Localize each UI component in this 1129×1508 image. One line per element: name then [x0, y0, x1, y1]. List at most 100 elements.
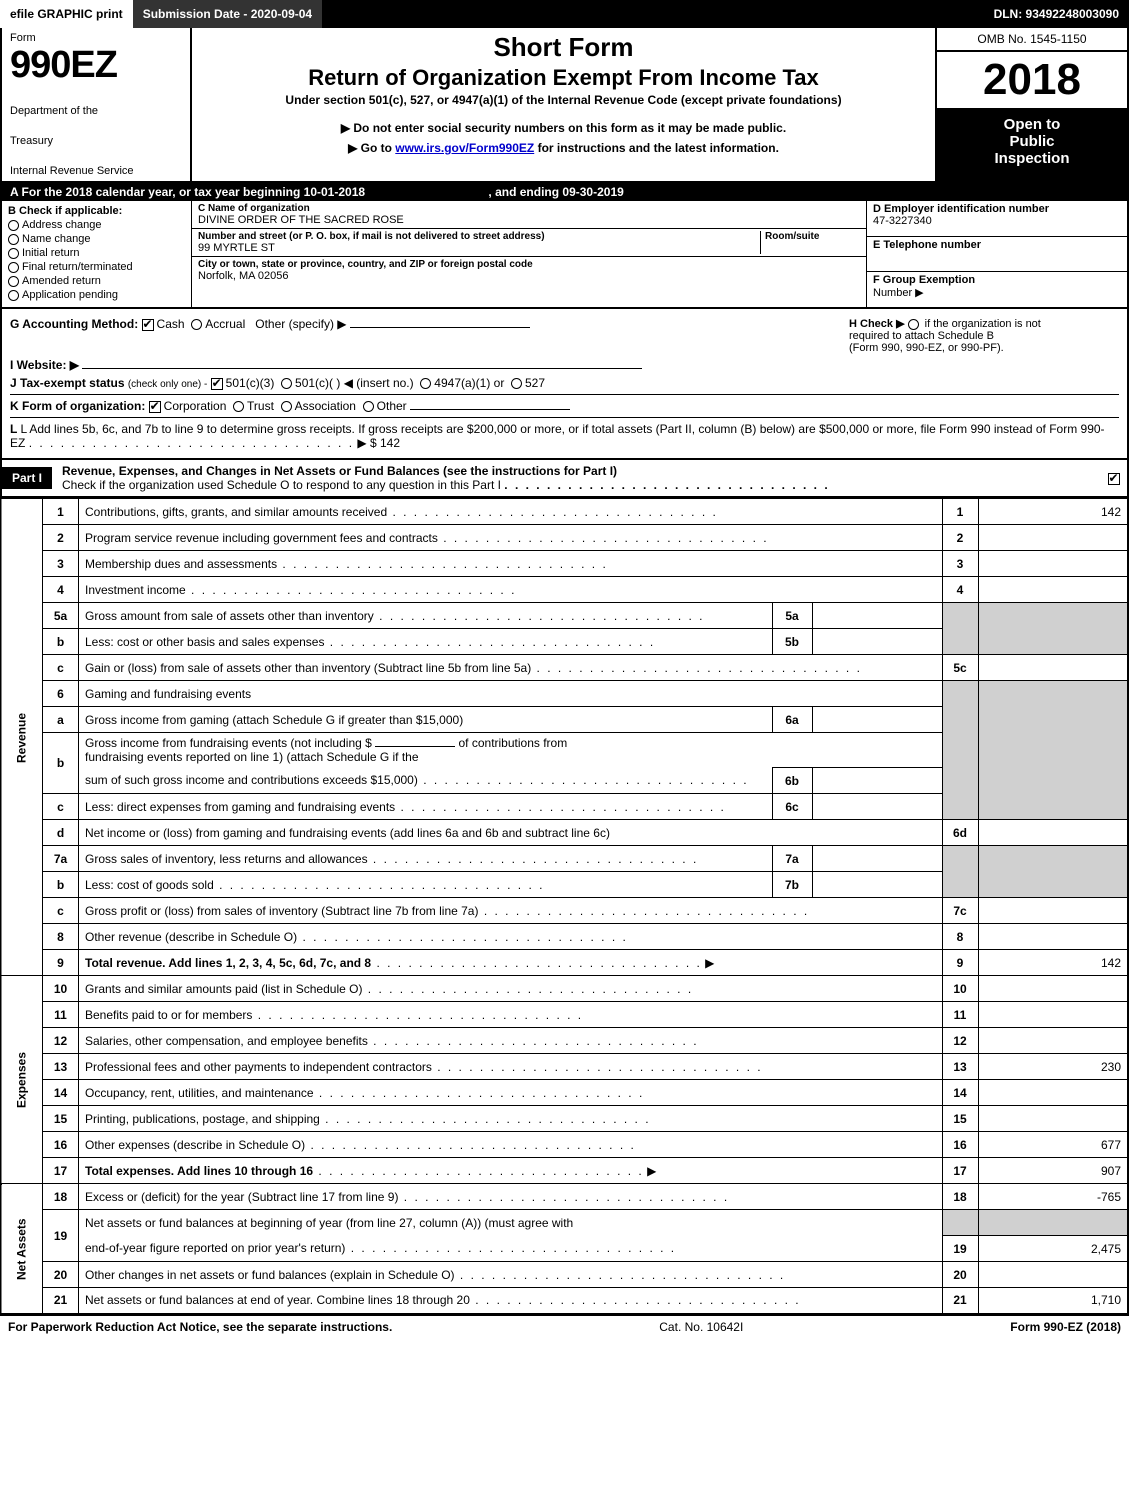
g-accrual-radio[interactable]	[191, 319, 202, 330]
val-8	[978, 924, 1128, 950]
row-19-2: end-of-year figure reported on prior yea…	[1, 1236, 1128, 1262]
subval-7a	[812, 846, 942, 872]
val-21: 1,710	[978, 1288, 1128, 1314]
num-9: 9	[942, 950, 978, 976]
num-2: 2	[942, 525, 978, 551]
j-527-radio[interactable]	[511, 378, 522, 389]
g-cash-checkbox[interactable]	[142, 319, 154, 331]
val-5c	[978, 655, 1128, 681]
row-18: Net Assets 18 Excess or (deficit) for th…	[1, 1184, 1128, 1210]
line-l: L L Add lines 5b, 6c, and 7b to line 9 t…	[10, 417, 1119, 450]
form-title: Return of Organization Exempt From Incom…	[202, 65, 925, 91]
omb-number: OMB No. 1545-1150	[937, 28, 1127, 52]
chk-final-return[interactable]: Final return/terminated	[8, 261, 185, 273]
dln-label: DLN: 93492248003090	[984, 0, 1129, 28]
revenue-sidelabel: Revenue	[1, 499, 43, 976]
shade-7	[942, 846, 978, 898]
j-label: J Tax-exempt status	[10, 376, 125, 390]
val-6d	[978, 820, 1128, 846]
val-2	[978, 525, 1128, 551]
d-6: Gaming and fundraising events	[85, 687, 251, 701]
row-8: 8 Other revenue (describe in Schedule O)…	[1, 924, 1128, 950]
irs-link[interactable]: www.irs.gov/Form990EZ	[395, 141, 534, 155]
d-13: Professional fees and other payments to …	[85, 1060, 432, 1074]
subval-6b	[812, 768, 942, 794]
city: Norfolk, MA 02056	[198, 270, 860, 282]
ln-7c: c	[43, 898, 79, 924]
tel-cell: E Telephone number	[867, 237, 1127, 273]
d-21: Net assets or fund balances at end of ye…	[85, 1293, 470, 1307]
sub-7a: 7a	[772, 846, 812, 872]
ln-3: 3	[43, 551, 79, 577]
j-4947-radio[interactable]	[420, 378, 431, 389]
ln-19: 19	[43, 1210, 79, 1262]
subval-6c	[812, 794, 942, 820]
val-11	[978, 1002, 1128, 1028]
k-label: K Form of organization:	[10, 399, 145, 413]
h-checkbox[interactable]	[908, 319, 919, 330]
6b-amount-input[interactable]	[375, 746, 455, 747]
city-cell: City or town, state or province, country…	[192, 257, 866, 284]
val-18: -765	[978, 1184, 1128, 1210]
form-number: 990EZ	[10, 44, 182, 87]
l-arrow: ▶ $ 142	[357, 436, 400, 450]
num-5c: 5c	[942, 655, 978, 681]
d-19-1: Net assets or fund balances at beginning…	[85, 1216, 573, 1230]
k-assoc-radio[interactable]	[281, 401, 292, 412]
period-pre: A For the 2018 calendar year, or tax yea…	[10, 185, 365, 199]
ssn-warning: ▶ Do not enter social security numbers o…	[202, 121, 925, 135]
part1-tag: Part I	[2, 467, 52, 489]
ln-18: 18	[43, 1184, 79, 1210]
ln-12: 12	[43, 1028, 79, 1054]
footer-right: Form 990-EZ (2018)	[1010, 1320, 1121, 1334]
ln-5c: c	[43, 655, 79, 681]
netassets-sidelabel: Net Assets	[1, 1184, 43, 1314]
d-19-2: end-of-year figure reported on prior yea…	[85, 1241, 345, 1255]
ln-11: 11	[43, 1002, 79, 1028]
l-dots	[29, 436, 354, 450]
j-sub: (check only one) -	[128, 379, 207, 390]
val-10	[978, 976, 1128, 1002]
ln-16: 16	[43, 1132, 79, 1158]
k-corp-checkbox[interactable]	[149, 401, 161, 413]
ln-6d: d	[43, 820, 79, 846]
ln-6c: c	[43, 794, 79, 820]
room-label: Room/suite	[765, 231, 860, 242]
g-other-input[interactable]	[350, 327, 530, 328]
num-18: 18	[942, 1184, 978, 1210]
d-5c: Gain or (loss) from sale of assets other…	[85, 661, 531, 675]
num-16: 16	[942, 1132, 978, 1158]
row-16: 16 Other expenses (describe in Schedule …	[1, 1132, 1128, 1158]
form-header: Form 990EZ Department of the Treasury In…	[0, 28, 1129, 183]
line-h: H Check ▶ if the organization is not req…	[839, 317, 1119, 354]
h-text3: (Form 990, 990-EZ, or 990-PF).	[849, 342, 1004, 354]
d-10: Grants and similar amounts paid (list in…	[85, 982, 362, 996]
line-g: G Accounting Method: Cash Accrual Other …	[10, 317, 839, 354]
chk-name-change[interactable]: Name change	[8, 233, 185, 245]
ln-9: 9	[43, 950, 79, 976]
chk-amended-return[interactable]: Amended return	[8, 275, 185, 287]
part1-scho-check[interactable]	[1103, 471, 1127, 485]
h-text2: required to attach Schedule B	[849, 330, 994, 342]
val-9: 142	[978, 950, 1128, 976]
ln-5a: 5a	[43, 603, 79, 629]
k-other-radio[interactable]	[363, 401, 374, 412]
val-15	[978, 1106, 1128, 1132]
dept-line1: Department of the	[10, 105, 182, 117]
chk-application-pending[interactable]: Application pending	[8, 289, 185, 301]
line-i: I Website: ▶	[10, 358, 1119, 372]
j-501c3-checkbox[interactable]	[211, 378, 223, 390]
ln-21: 21	[43, 1288, 79, 1314]
k-trust-radio[interactable]	[233, 401, 244, 412]
address-label: Number and street (or P. O. box, if mail…	[198, 231, 760, 242]
shade-5v	[978, 603, 1128, 655]
num-6d: 6d	[942, 820, 978, 846]
chk-address-change[interactable]: Address change	[8, 219, 185, 231]
inspection-badge: Open to Public Inspection	[937, 110, 1127, 181]
j-501c-radio[interactable]	[281, 378, 292, 389]
val-7c	[978, 898, 1128, 924]
website-input[interactable]	[82, 368, 642, 369]
k-other-input[interactable]	[410, 409, 570, 410]
chk-initial-return[interactable]: Initial return	[8, 247, 185, 259]
d-12: Salaries, other compensation, and employ…	[85, 1034, 368, 1048]
